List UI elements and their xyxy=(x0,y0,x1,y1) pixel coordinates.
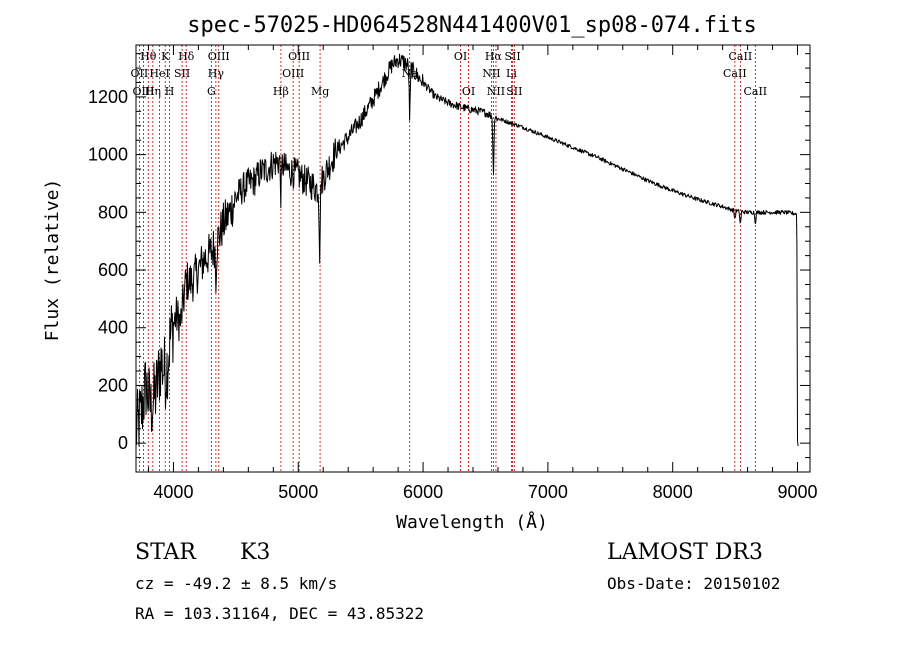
line-marker-group xyxy=(138,45,756,472)
observation-date: Obs-Date: 20150102 xyxy=(607,574,781,593)
marker-label-13: OIII xyxy=(288,50,310,63)
marker-label-23: Li xyxy=(506,67,517,80)
object-subclass: K3 xyxy=(240,540,271,565)
marker-label-3: K xyxy=(161,50,170,63)
redshift-text: cz = -49.2 ± 8.5 km/s xyxy=(135,574,338,593)
marker-label-17: OI xyxy=(454,50,467,63)
x-axis-label: Wavelength (Å) xyxy=(396,511,548,533)
line-marker-labels: Hθ OII OIII K HeI Hη Hδ SII H OIII Hγ G Hβ OIII OIII Mg… xyxy=(131,50,768,98)
x-axis-ticks: 4000 5000 6000 7000 8000 9000 xyxy=(147,45,818,502)
marker-label-10: Hγ xyxy=(208,67,225,80)
marker-label-14: OIII xyxy=(282,67,304,80)
spectrum-line xyxy=(135,53,799,447)
marker-label-4: HeI xyxy=(149,67,169,80)
marker-label-25: CaII xyxy=(729,50,753,63)
y-axis-ticks: 0 200 400 600 800 1000 1200 xyxy=(88,53,810,459)
marker-label-2: OIII xyxy=(132,85,154,98)
marker-label-26: CaII xyxy=(723,67,747,80)
marker-label-19: Hα xyxy=(485,50,503,63)
marker-label-15: Mg xyxy=(311,85,329,98)
marker-label-7: SII xyxy=(174,67,190,80)
x-tick-label-7000: 7000 xyxy=(528,482,568,502)
marker-label-0: Hθ xyxy=(140,50,157,63)
object-class: STAR xyxy=(135,540,196,565)
chart-title: spec-57025-HD064528N441400V01_sp08-074.f… xyxy=(187,13,757,38)
marker-label-18: OI xyxy=(462,85,475,98)
marker-label-22: SII xyxy=(504,50,520,63)
marker-label-9: OIII xyxy=(208,50,230,63)
x-tick-label-5000: 5000 xyxy=(278,482,318,502)
marker-label-1: OII xyxy=(131,67,149,80)
x-tick-label-9000: 9000 xyxy=(777,482,817,502)
marker-label-8: H xyxy=(165,85,175,98)
survey-name: LAMOST DR3 xyxy=(607,540,763,565)
marker-label-21: NII xyxy=(487,85,505,98)
x-tick-label-6000: 6000 xyxy=(403,482,443,502)
y-tick-label-600: 600 xyxy=(98,260,128,280)
y-axis-label: Flux (relative) xyxy=(42,179,63,342)
marker-label-16: Na xyxy=(402,67,419,80)
y-tick-label-800: 800 xyxy=(98,202,128,222)
marker-label-12: Hβ xyxy=(273,85,289,98)
marker-label-27: CaII xyxy=(743,85,767,98)
marker-label-5: Hη xyxy=(145,85,161,98)
marker-label-20: NII xyxy=(482,67,500,80)
marker-label-6: Hδ xyxy=(178,50,195,63)
x-tick-label-4000: 4000 xyxy=(153,482,193,502)
y-tick-label-200: 200 xyxy=(98,375,128,395)
y-tick-label-1200: 1200 xyxy=(88,87,128,107)
x-tick-label-8000: 8000 xyxy=(653,482,693,502)
y-tick-label-400: 400 xyxy=(98,318,128,338)
y-tick-label-1000: 1000 xyxy=(88,145,128,165)
marker-label-11: G xyxy=(207,85,216,98)
y-tick-label-0: 0 xyxy=(118,433,128,453)
coordinates-text: RA = 103.31164, DEC = 43.85322 xyxy=(135,604,424,623)
marker-label-24: SII xyxy=(506,85,522,98)
